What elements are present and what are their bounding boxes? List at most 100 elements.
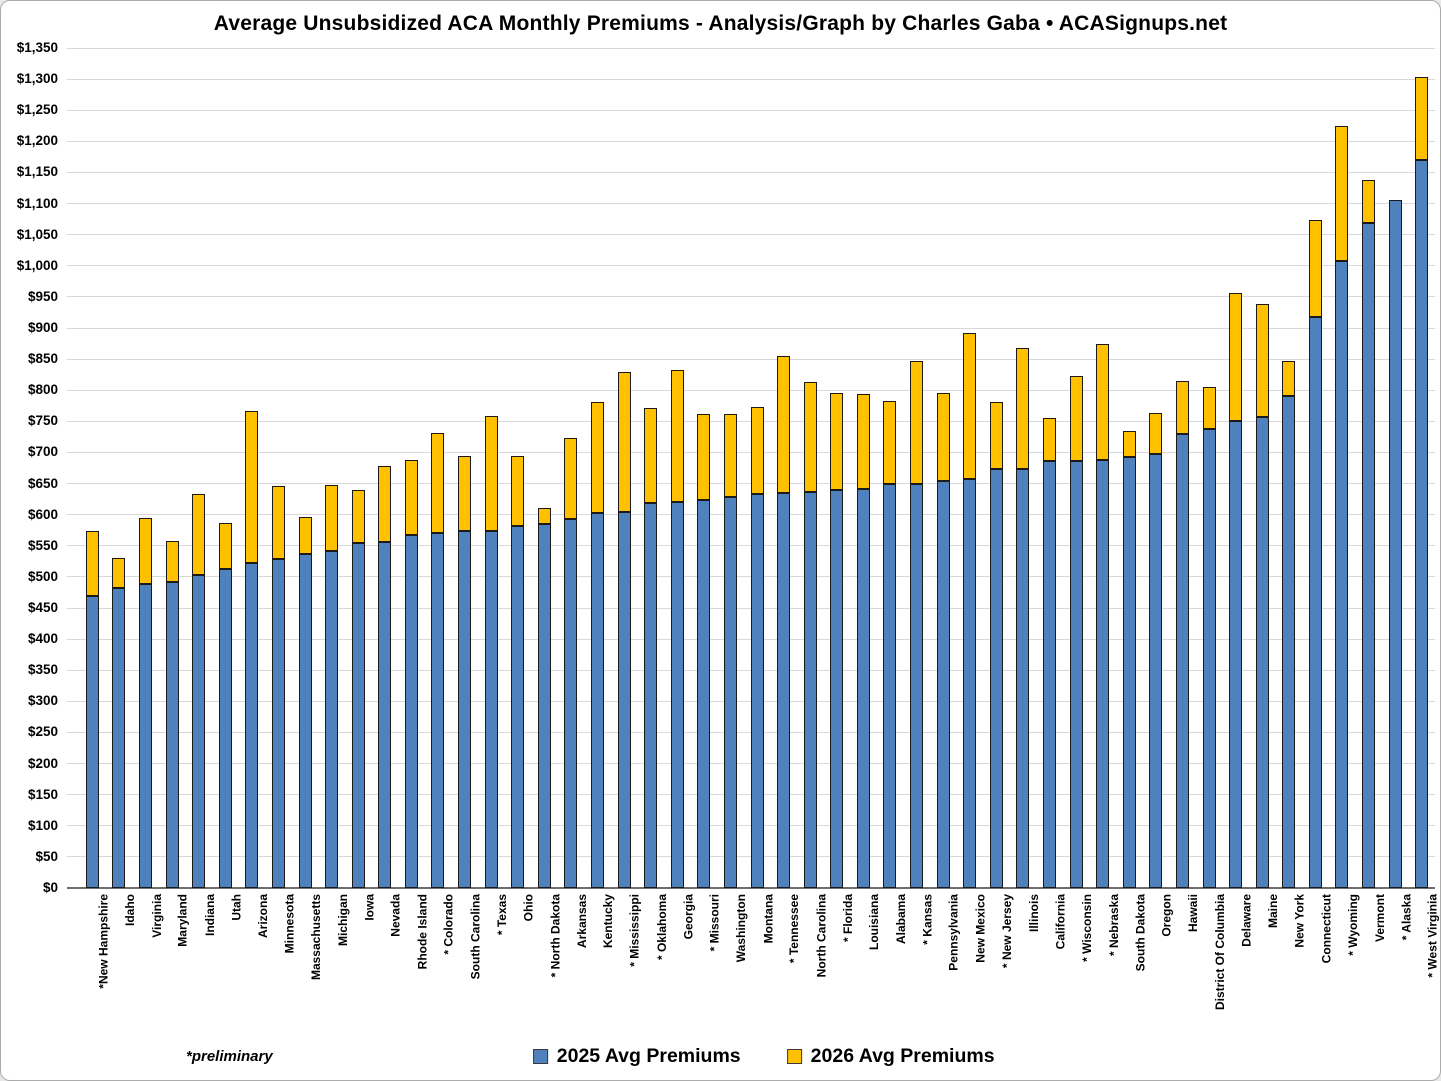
bar-2025-california: [1042, 461, 1056, 888]
x-tick-label-pennsylvania: Pennsylvania: [947, 894, 962, 971]
chart-title: Average Unsubsidized ACA Monthly Premium…: [213, 12, 1228, 35]
bar-2026-wyoming: [1335, 125, 1349, 262]
x-tick-label-missouri: * Missouri: [707, 894, 722, 952]
y-tick-label-50: $50: [35, 848, 58, 864]
x-tick-label-utah: Utah: [229, 894, 244, 921]
bar-2026-nebraska: [1096, 343, 1110, 460]
gridline-1250: [67, 109, 1435, 111]
bar-2026-maryland: [165, 541, 179, 583]
bar-2025-mississippi: [617, 511, 631, 888]
bar-2025-nebraska: [1096, 459, 1110, 888]
bar-2025-montana: [750, 493, 764, 888]
bar-2025-new-mexico: [963, 478, 977, 888]
bar-2025-north-carolina: [803, 491, 817, 888]
x-tick-label-arkansas: Arkansas: [574, 894, 589, 949]
bar-2025-new-hampshire: [85, 596, 99, 888]
preliminary-footnote: *preliminary: [186, 1048, 273, 1065]
y-tick-label-1000: $1,000: [16, 257, 58, 273]
y-tick-label-550: $550: [27, 537, 58, 553]
y-tick-label-650: $650: [27, 475, 58, 491]
bar-2026-pennsylvania: [936, 392, 950, 482]
bar-2026-oregon: [1149, 412, 1163, 455]
x-tick-label-connecticut: Connecticut: [1319, 894, 1334, 964]
x-tick-label-minnesota: Minnesota: [282, 894, 297, 954]
x-tick-label-indiana: Indiana: [202, 894, 217, 937]
gridline-1150: [67, 171, 1435, 173]
y-tick-label-400: $400: [27, 631, 58, 647]
bar-2026-alabama: [883, 400, 897, 485]
bar-2025-oregon: [1149, 454, 1163, 888]
bar-2026-iowa: [351, 489, 365, 544]
bar-2025-oklahoma: [644, 503, 658, 888]
bar-2026-massachusetts: [298, 516, 312, 555]
bar-2025-ohio: [511, 526, 525, 888]
legend-item-2026: 2026 Avg Premiums: [786, 1045, 995, 1068]
x-tick-label-new-jersey: * New Jersey: [1000, 894, 1015, 969]
x-tick-label-delaware: Delaware: [1239, 894, 1254, 947]
x-tick-label-idaho: Idaho: [122, 894, 137, 926]
x-tick-label-illinois: Illinois: [1026, 894, 1041, 933]
legend: 2025 Avg Premiums 2026 Avg Premiums: [532, 1045, 995, 1068]
y-tick-label-300: $300: [27, 693, 58, 709]
bar-2025-pennsylvania: [936, 481, 950, 888]
x-tick-label-north-dakota: * North Dakota: [548, 894, 563, 978]
gridline-900: [67, 327, 1435, 329]
y-tick-label-850: $850: [27, 351, 58, 367]
bar-2025-indiana: [192, 575, 206, 888]
bar-2025-virginia: [138, 583, 152, 888]
bar-2025-west-virginia: [1415, 160, 1429, 888]
bar-2025-north-dakota: [537, 524, 551, 888]
bar-2025-new-york: [1282, 395, 1296, 888]
y-tick-label-0: $0: [42, 880, 58, 895]
bar-2026-new-mexico: [963, 332, 977, 479]
x-tick-label-south-carolina: South Carolina: [468, 894, 483, 980]
bar-2025-iowa: [351, 543, 365, 888]
legend-label-2025: 2025 Avg Premiums: [556, 1045, 741, 1067]
bar-2026-arizona: [245, 410, 259, 564]
x-tick-label-texas: * Texas: [495, 894, 510, 936]
bar-2026-texas: [484, 415, 498, 531]
bar-2026-arkansas: [564, 438, 578, 519]
x-tick-label-vermont: Vermont: [1372, 894, 1387, 943]
x-tick-label-mississippi: * Mississippi: [628, 894, 643, 967]
y-tick-label-1350: $1,350: [16, 40, 58, 55]
bar-2025-washington: [723, 497, 737, 888]
y-tick-label-350: $350: [27, 662, 58, 678]
bar-2025-georgia: [670, 501, 684, 888]
y-tick-label-800: $800: [27, 382, 58, 398]
bar-2026-connecticut: [1308, 220, 1322, 317]
legend-swatch-2026-icon: [786, 1049, 802, 1064]
bar-2026-idaho: [112, 557, 126, 589]
y-tick-label-600: $600: [27, 506, 58, 522]
bar-2026-nevada: [378, 465, 392, 543]
bar-2025-michigan: [325, 551, 339, 888]
bar-2026-south-carolina: [458, 455, 472, 532]
x-axis-line: [67, 887, 1435, 889]
bar-2026-delaware: [1229, 293, 1243, 422]
bar-2026-new-hampshire: [85, 531, 99, 597]
bar-2025-alabama: [883, 484, 897, 888]
gridline-950: [67, 296, 1435, 298]
x-tick-label-montana: Montana: [761, 894, 775, 944]
y-tick-label-900: $900: [27, 320, 58, 335]
bar-2026-georgia: [670, 369, 684, 502]
bar-2026-louisiana: [856, 393, 870, 489]
y-tick-label-750: $750: [27, 413, 58, 429]
y-tick-label-1100: $1,100: [16, 195, 58, 211]
x-tick-label-maryland: Maryland: [176, 894, 191, 947]
x-tick-label-hawaii: Hawaii: [1186, 894, 1201, 933]
x-tick-label-south-dakota: South Dakota: [1133, 894, 1148, 972]
y-tick-label-500: $500: [27, 568, 58, 584]
bar-2026-kansas: [910, 360, 924, 484]
bar-2026-kentucky: [590, 402, 604, 514]
gridline-1350: [67, 47, 1435, 49]
bar-2025-arkansas: [564, 519, 578, 888]
bar-2026-minnesota: [271, 486, 285, 559]
legend-label-2026: 2026 Avg Premiums: [810, 1045, 995, 1067]
y-tick-label-100: $100: [27, 817, 58, 833]
x-tick-label-rhode-island: Rhode Island: [415, 894, 430, 970]
bar-2025-south-carolina: [458, 531, 472, 888]
bar-2026-virginia: [138, 518, 152, 584]
x-tick-label-nebraska: * Nebraska: [1106, 894, 1121, 957]
